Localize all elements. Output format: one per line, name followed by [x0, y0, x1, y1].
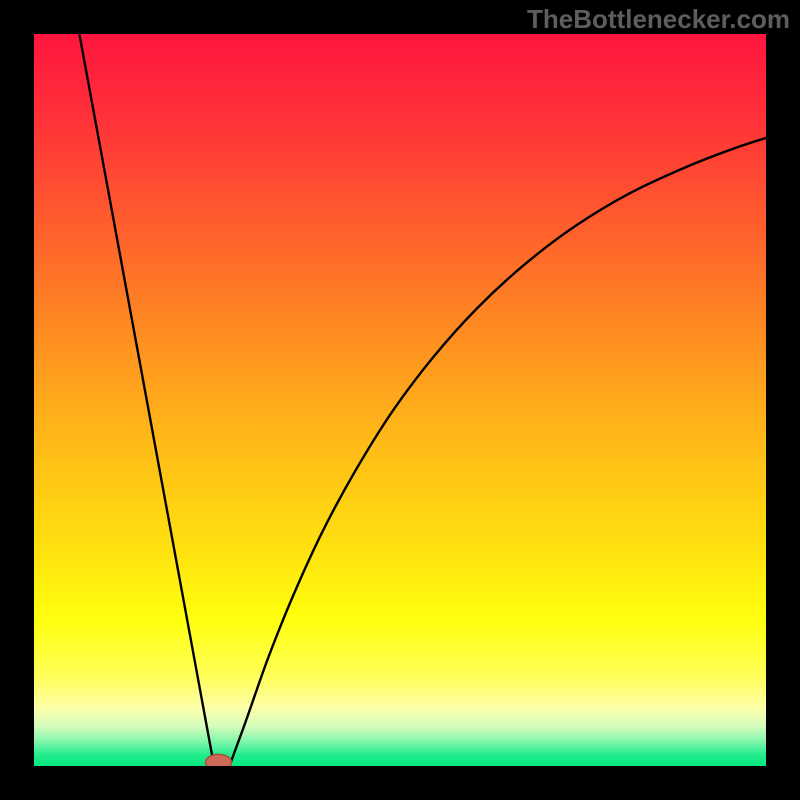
bottleneck-chart	[34, 34, 766, 766]
watermark-text: TheBottlenecker.com	[527, 4, 790, 35]
optimal-point-marker	[205, 754, 231, 766]
